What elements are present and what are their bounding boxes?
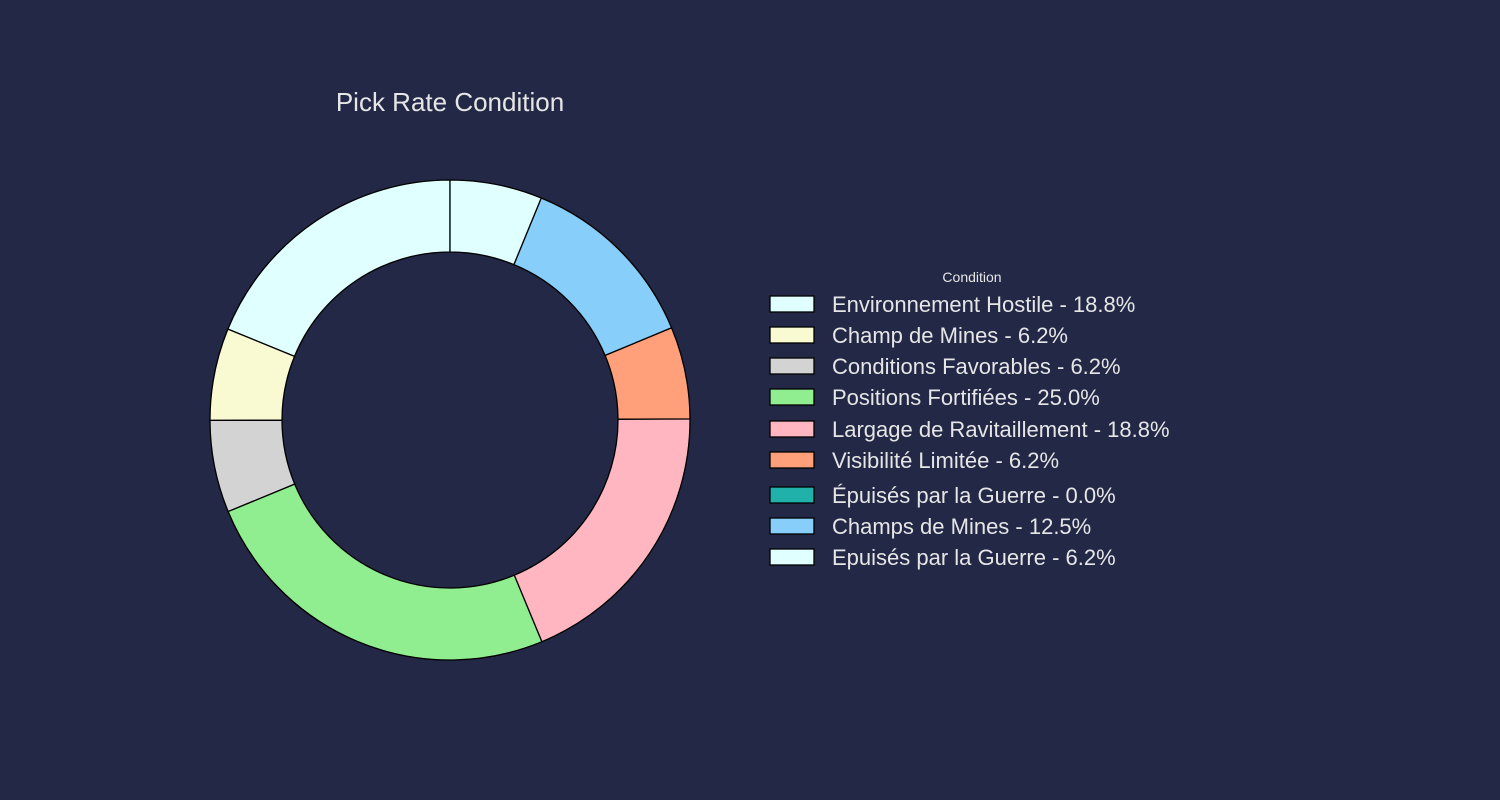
legend-label: Environnement Hostile - 18.8%	[832, 292, 1135, 317]
legend-swatch	[769, 295, 815, 313]
legend-swatch	[769, 451, 815, 469]
legend-label: Champ de Mines - 6.2%	[832, 323, 1068, 348]
legend-swatch	[769, 486, 815, 504]
donut-slice	[227, 179, 451, 358]
legend-swatch	[769, 326, 815, 344]
legend-label: Conditions Favorables - 6.2%	[832, 354, 1121, 379]
legend-swatch	[769, 420, 815, 438]
legend-swatch	[769, 388, 815, 406]
legend-label: Épuisés par la Guerre - 0.0%	[832, 483, 1116, 508]
donut-slice	[449, 179, 543, 266]
legend: Condition Environnement Hostile - 18.8% C…	[769, 269, 1170, 570]
donut-slices	[209, 179, 691, 661]
legend-swatch	[769, 357, 815, 375]
donut-slice	[227, 483, 543, 661]
legend-label: Largage de Ravitaillement - 18.8%	[832, 417, 1170, 442]
legend-label: Champs de Mines - 12.5%	[832, 514, 1091, 539]
legend-swatch	[769, 548, 815, 566]
donut-slice	[513, 197, 673, 357]
chart-title: Pick Rate Condition	[336, 87, 564, 117]
legend-title: Condition	[942, 269, 1001, 285]
donut-slice	[513, 418, 691, 643]
legend-label: Epuisés par la Guerre - 6.2%	[832, 545, 1116, 570]
legend-label: Positions Fortifiées - 25.0%	[832, 385, 1100, 410]
legend-label: Visibilité Limitée - 6.2%	[832, 448, 1059, 473]
legend-swatch	[769, 517, 815, 535]
